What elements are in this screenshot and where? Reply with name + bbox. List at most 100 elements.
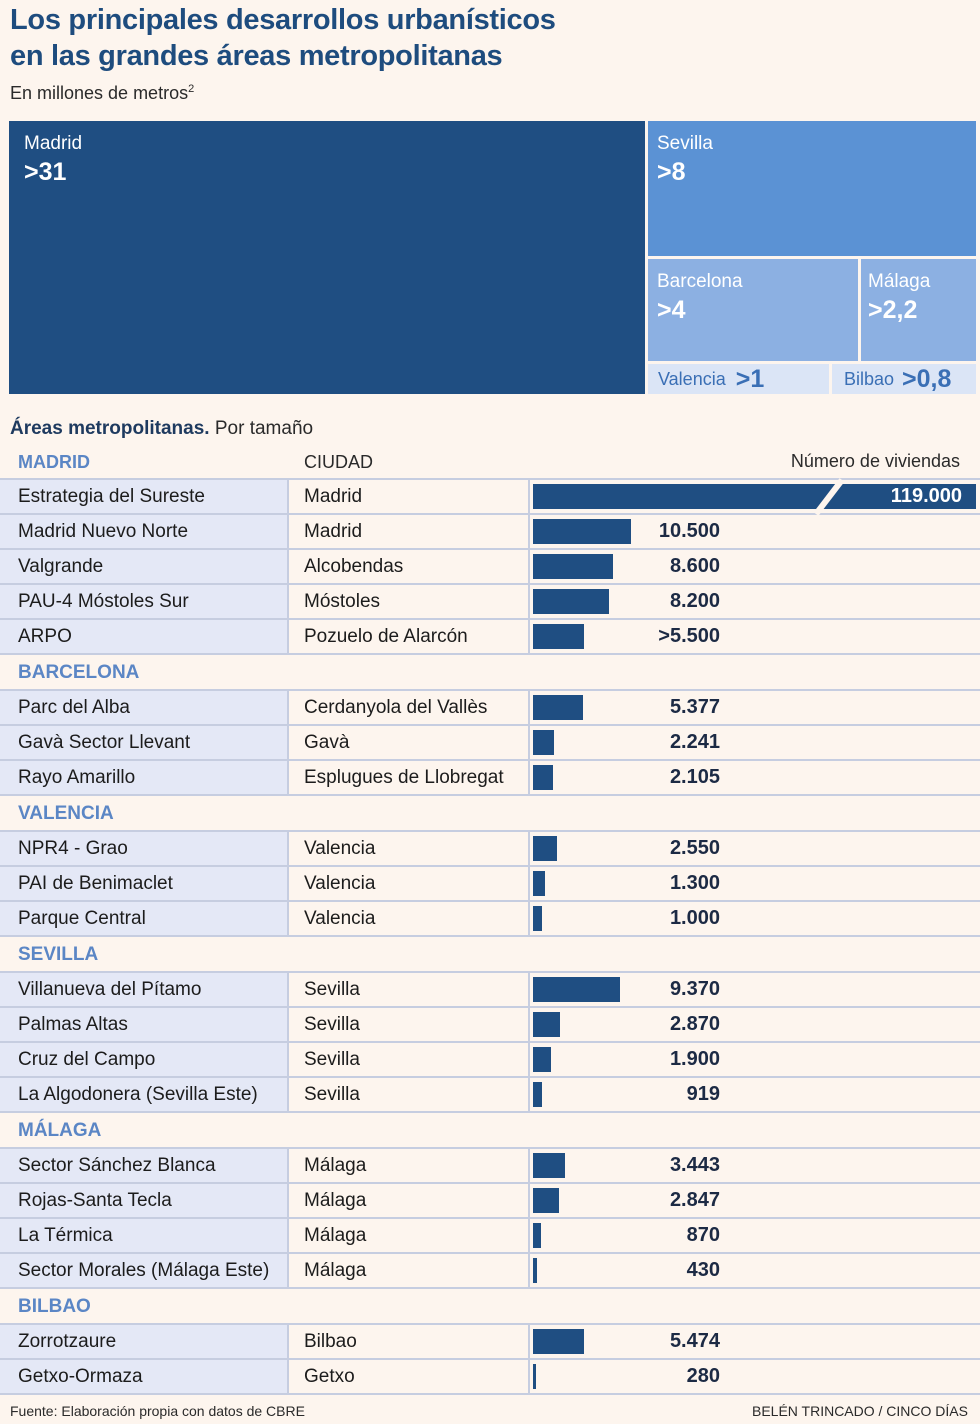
table-row: Sector Morales (Málaga Este) Málaga 430	[0, 1254, 980, 1289]
table-row: Villanueva del Pítamo Sevilla 9.370	[0, 973, 980, 1008]
housing-table: MADRID CIUDAD Número de viviendas Estrat…	[0, 446, 980, 1395]
value-label: >5.500	[658, 625, 720, 647]
bar-sector-sanchez-blanca	[533, 1153, 565, 1178]
region-row-sevilla: SEVILLA	[0, 937, 980, 973]
table-row: Gavà Sector Llevant Gavà 2.241	[0, 726, 980, 761]
city-name: Sevilla	[291, 1078, 530, 1111]
bar-rayo-amarillo	[533, 765, 553, 790]
tile-name: Madrid	[24, 133, 83, 154]
region-label: BILBAO	[18, 1296, 91, 1317]
city-name: Móstoles	[291, 585, 530, 618]
chart-title: Los principales desarrollos urbanísticos…	[10, 2, 556, 74]
project-name: PAI de Benimaclet	[0, 867, 289, 900]
bar-parc-del-alba	[533, 695, 583, 720]
table-row: Palmas Altas Sevilla 2.870	[0, 1008, 980, 1043]
region-row-barcelona: BARCELONA	[0, 655, 980, 691]
value-label: 280	[686, 1365, 720, 1387]
table-row: Rayo Amarillo Esplugues de Llobregat 2.105	[0, 761, 980, 796]
header-city: CIUDAD	[304, 452, 374, 472]
city-name: Pozuelo de Alarcón	[291, 620, 530, 653]
bar-parque-central	[533, 906, 542, 931]
bar-arpo	[533, 624, 584, 649]
header-number: Número de viviendas	[790, 451, 960, 471]
project-name: Rojas-Santa Tecla	[0, 1184, 289, 1217]
region-row-bilbao: BILBAO	[0, 1289, 980, 1325]
project-name: Estrategia del Sureste	[0, 480, 289, 513]
table-row: Sector Sánchez Blanca Málaga 3.443	[0, 1149, 980, 1184]
city-name: Málaga	[291, 1219, 530, 1252]
table-row: Valgrande Alcobendas 8.600	[0, 550, 980, 585]
city-name: Madrid	[291, 480, 530, 513]
treemap-tile-sevilla: Sevilla >8	[648, 121, 976, 256]
tile-value: >31	[24, 158, 67, 186]
value-label: 1.000	[669, 907, 720, 929]
title-line-1: Los principales desarrollos urbanísticos	[10, 4, 556, 36]
bar-madrid-nuevo-norte	[533, 519, 631, 544]
region-row-malaga: MÁLAGA	[0, 1113, 980, 1149]
project-name: Cruz del Campo	[0, 1043, 289, 1076]
project-name: La Algodonera (Sevilla Este)	[0, 1078, 289, 1111]
value-label: 3.443	[669, 1154, 720, 1176]
tile-value: >4	[657, 296, 686, 324]
project-name: Valgrande	[0, 550, 289, 583]
bar-npr4-grao	[533, 836, 557, 861]
project-name: Sector Morales (Málaga Este)	[0, 1254, 289, 1287]
table-row: Estrategia del Sureste Madrid 119.000	[0, 478, 980, 516]
table-row: Parc del Alba Cerdanyola del Vallès 5.377	[0, 691, 980, 726]
bar-la-algodonera-sevilla-este	[533, 1082, 542, 1107]
city-name: Sevilla	[291, 1008, 530, 1041]
bar-estrategia-del-sureste	[533, 484, 976, 509]
bar-zorrotzaure	[533, 1329, 584, 1354]
project-name: La Térmica	[0, 1219, 289, 1252]
treemap-tile-malaga: Málaga >2,2	[861, 259, 976, 361]
subtitle-superscript: 2	[188, 83, 195, 95]
city-name: Valencia	[291, 902, 530, 935]
city-name: Valencia	[291, 832, 530, 865]
bar-sector-morales-malaga-este	[533, 1258, 537, 1283]
footer-source: Fuente: Elaboración propia con datos de …	[10, 1403, 305, 1419]
value-label: 5.377	[669, 696, 720, 718]
project-name: Rayo Amarillo	[0, 761, 289, 794]
table-row: NPR4 - Grao Valencia 2.550	[0, 832, 980, 867]
project-name: Parc del Alba	[0, 691, 289, 724]
tile-name: Valencia	[658, 369, 726, 389]
city-name: Valencia	[291, 867, 530, 900]
bar-getxo-ormaza	[533, 1364, 536, 1389]
tile-value: >8	[657, 158, 686, 186]
tile-name: Sevilla	[657, 133, 713, 154]
tile-name: Málaga	[868, 271, 931, 292]
footer-credit: BELÉN TRINCADO / CINCO DÍAS	[751, 1403, 968, 1419]
project-name: ARPO	[0, 620, 289, 653]
value-label: 430	[686, 1259, 720, 1281]
table-header: MADRID CIUDAD Número de viviendas	[0, 446, 980, 480]
bar-villanueva-del-pitamo	[533, 977, 620, 1002]
table-row: Madrid Nuevo Norte Madrid 10.500	[0, 515, 980, 550]
project-name: Parque Central	[0, 902, 289, 935]
value-label: 1.900	[669, 1048, 720, 1070]
city-name: Getxo	[291, 1360, 530, 1393]
value-label: 2.550	[669, 837, 720, 859]
city-name: Cerdanyola del Vallès	[291, 691, 530, 724]
bar-valgrande	[533, 554, 613, 579]
value-label: 8.600	[669, 555, 720, 577]
header-region: MADRID	[18, 452, 90, 472]
project-name: Gavà Sector Llevant	[0, 726, 289, 759]
table-row: Rojas-Santa Tecla Málaga 2.847	[0, 1184, 980, 1219]
value-label: 2.241	[669, 731, 720, 753]
table-row: Getxo-Ormaza Getxo 280	[0, 1360, 980, 1395]
table-row: PAI de Benimaclet Valencia 1.300	[0, 867, 980, 902]
table-row: Zorrotzaure Bilbao 5.474	[0, 1325, 980, 1360]
section-title: Áreas metropolitanas. Por tamaño	[10, 418, 313, 440]
bar-pau-4-mostoles-sur	[533, 589, 609, 614]
tile-value: >2,2	[868, 296, 918, 324]
table-row: La Algodonera (Sevilla Este) Sevilla 919	[0, 1078, 980, 1113]
chart-subtitle: En millones de metros2	[10, 83, 194, 104]
city-name: Málaga	[291, 1254, 530, 1287]
tile-value: >1	[735, 365, 765, 393]
city-name: Madrid	[291, 515, 530, 548]
project-name: Villanueva del Pítamo	[0, 973, 289, 1006]
treemap-tile-bilbao: Bilbao >0,8	[832, 364, 976, 394]
city-name: Alcobendas	[291, 550, 530, 583]
city-name: Málaga	[291, 1149, 530, 1182]
value-label: 10.500	[658, 520, 720, 542]
